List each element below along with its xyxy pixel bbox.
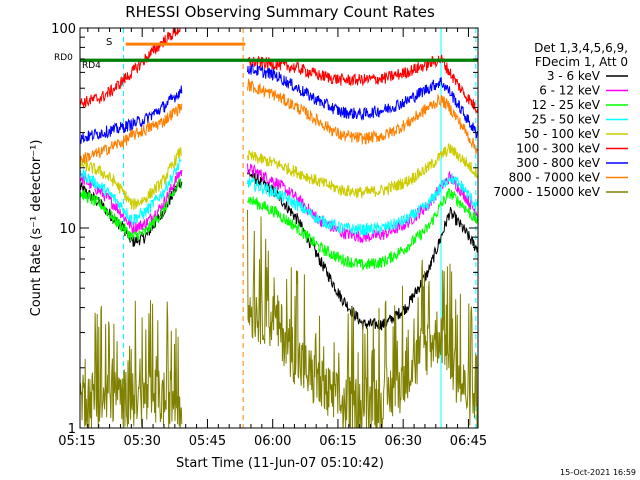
legend-title-line-2: FDecim 1, Att 0	[535, 55, 628, 69]
series-12-25-kev	[80, 178, 478, 271]
legend-label-6: 300 - 800 keV	[516, 156, 600, 170]
series-line-6-seg-1	[247, 63, 478, 139]
chart-title: RHESSI Observing Summary Count Rates	[125, 3, 435, 21]
series-7000-15000-kev	[80, 209, 478, 428]
series-line-7-seg-0	[80, 103, 183, 165]
y-tick-label-10: 10	[59, 222, 76, 237]
flag-label-rd0: RD0	[54, 53, 73, 63]
series-line-2-seg-0	[80, 178, 182, 242]
x-tick-label-1: 05:30	[123, 434, 160, 449]
series-line-7-seg-1	[247, 77, 478, 155]
legend-label-0: 3 - 6 keV	[547, 69, 601, 83]
series-line-8-seg-1	[247, 209, 478, 428]
series-line-4-seg-1	[247, 143, 478, 199]
series-line-1-seg-0	[80, 170, 183, 234]
flag-label-rd4: RD4	[82, 61, 101, 71]
legend-label-3: 25 - 50 keV	[532, 113, 601, 127]
series-800-7000-kev	[80, 77, 478, 165]
series-50-100-kev	[80, 143, 478, 210]
series-line-3-seg-1	[247, 173, 478, 236]
legend-label-7: 800 - 7000 keV	[509, 171, 601, 185]
x-tick-label-5: 06:30	[384, 434, 421, 449]
legend: Det 1,3,4,5,6,9,FDecim 1, Att 03 - 6 keV…	[493, 41, 628, 199]
plot-area: S RD0 RD4 1 10 100 05:15 05:30 05:45 06:00 06:15 06…	[51, 22, 487, 449]
legend-label-8: 7000 - 15000 keV	[493, 185, 600, 199]
series-line-2-seg-1	[247, 187, 478, 271]
series-line-8-seg-0	[80, 300, 183, 428]
legend-label-1: 6 - 12 keV	[539, 84, 601, 98]
x-tick-label-6: 06:45	[450, 434, 487, 449]
x-tick-label-2: 05:45	[189, 434, 226, 449]
series-line-6-seg-0	[80, 85, 183, 144]
legend-label-5: 100 - 300 keV	[516, 142, 600, 156]
legend-label-2: 12 - 25 keV	[532, 98, 601, 112]
series-300-800-kev	[80, 63, 478, 144]
series-line-5-seg-0	[80, 28, 181, 108]
flag-label-s: S	[106, 37, 112, 48]
x-tick-label-4: 06:15	[319, 434, 356, 449]
y-tick-label-100: 100	[51, 22, 76, 37]
timestamp: 15-Oct-2021 16:59	[560, 468, 636, 477]
series-line-3-seg-0	[80, 158, 182, 226]
x-tick-label-3: 06:00	[254, 434, 291, 449]
x-axis-label: Start Time (11-Jun-07 05:10:42)	[176, 456, 384, 471]
legend-title-line-1: Det 1,3,4,5,6,9,	[534, 41, 628, 55]
series-line-4-seg-0	[80, 147, 183, 210]
y-tick-label-1: 1	[68, 422, 76, 437]
legend-label-4: 50 - 100 keV	[524, 127, 601, 141]
y-axis-label: Count Rate (s⁻¹ detector⁻¹)	[29, 140, 44, 317]
x-tick-label-0: 05:15	[58, 434, 95, 449]
series-25-50-kev	[80, 158, 478, 236]
